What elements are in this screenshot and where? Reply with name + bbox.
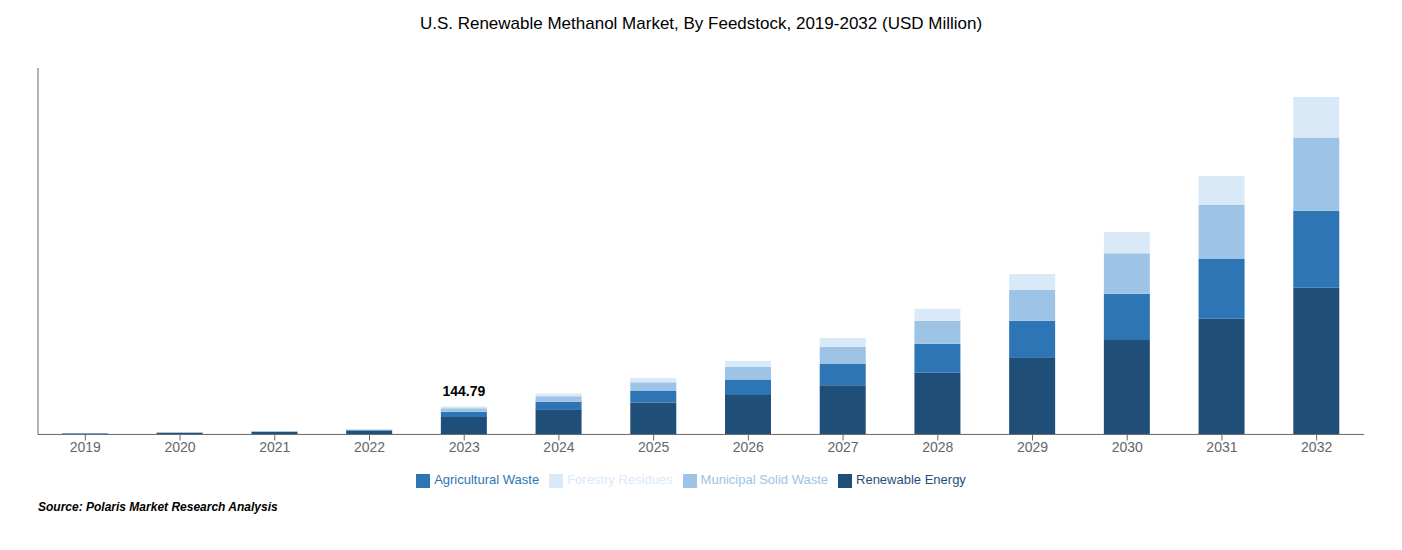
svg-text:2024: 2024 bbox=[543, 439, 574, 455]
html-text:Agricultural Waste: Agricultural Waste bbox=[434, 472, 540, 488]
html-text:Forestry Residues: Forestry Residues bbox=[567, 472, 673, 488]
svg-text:2030: 2030 bbox=[1112, 439, 1143, 455]
svg-text:2019: 2019 bbox=[70, 439, 101, 455]
html-text:Source: Polaris Market Researc: Source: Polaris Market Research Analysis bbox=[38, 500, 278, 514]
svg-text:2028: 2028 bbox=[922, 439, 953, 455]
svg-text:2025: 2025 bbox=[638, 439, 669, 455]
html-text:U.S. Renewable Methanol Market: U.S. Renewable Methanol Market, By Feeds… bbox=[419, 14, 983, 33]
svg-text:2032: 2032 bbox=[1301, 439, 1332, 455]
html-text:Renewable Energy: Renewable Energy bbox=[856, 472, 966, 488]
svg-text:2022: 2022 bbox=[354, 439, 385, 455]
svg-text:2029: 2029 bbox=[1017, 439, 1048, 455]
svg-text:2031: 2031 bbox=[1206, 439, 1237, 455]
svg-text:2027: 2027 bbox=[827, 439, 858, 455]
svg-text:2020: 2020 bbox=[164, 439, 195, 455]
svg-text:2021: 2021 bbox=[259, 439, 290, 455]
svg-text:2023: 2023 bbox=[449, 439, 480, 455]
svg-text:144.79: 144.79 bbox=[442, 383, 485, 399]
html-text:Municipal Solid Waste: Municipal Solid Waste bbox=[700, 472, 828, 488]
svg-text:2026: 2026 bbox=[733, 439, 764, 455]
